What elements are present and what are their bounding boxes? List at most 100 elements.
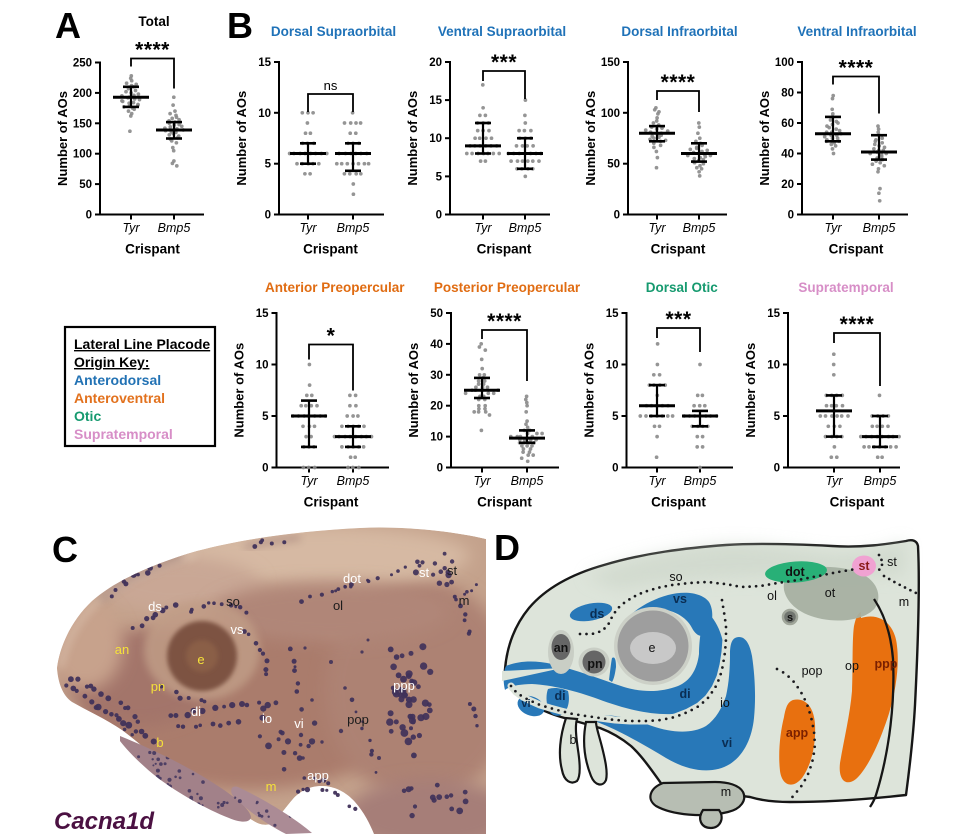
svg-text:ol: ol (333, 598, 343, 613)
svg-text:Bmp5: Bmp5 (337, 474, 370, 488)
svg-text:Tyr: Tyr (300, 474, 318, 488)
svg-text:Number of AOs: Number of AOs (582, 343, 597, 438)
svg-text:st: st (858, 559, 870, 573)
svg-text:Anterodorsal: Anterodorsal (74, 372, 161, 388)
svg-text:5: 5 (612, 411, 619, 423)
svg-text:0: 0 (86, 210, 92, 222)
svg-text:150: 150 (601, 57, 620, 69)
svg-text:Ventral Supraorbital: Ventral Supraorbital (438, 24, 566, 39)
svg-text:Tyr: Tyr (648, 474, 666, 488)
svg-text:app: app (786, 726, 809, 740)
svg-text:an: an (554, 641, 569, 655)
svg-text:b: b (570, 733, 577, 747)
svg-text:Bmp5: Bmp5 (158, 221, 191, 235)
svg-text:200: 200 (73, 88, 92, 100)
svg-text:Dorsal Otic: Dorsal Otic (646, 280, 719, 295)
svg-text:Tyr: Tyr (474, 221, 492, 235)
svg-text:so: so (226, 594, 240, 609)
svg-text:di: di (191, 704, 201, 719)
svg-text:0: 0 (614, 210, 620, 222)
svg-text:0: 0 (612, 463, 618, 475)
svg-text:****: **** (135, 39, 170, 62)
svg-text:Bmp5: Bmp5 (511, 474, 544, 488)
svg-text:di: di (554, 689, 565, 703)
svg-text:e: e (197, 652, 204, 667)
svg-text:Crispant: Crispant (477, 495, 532, 510)
svg-text:***: *** (665, 308, 691, 331)
svg-text:0: 0 (437, 463, 443, 475)
svg-text:Bmp5: Bmp5 (684, 474, 717, 488)
svg-text:s: s (787, 612, 793, 624)
svg-text:Bmp5: Bmp5 (337, 221, 370, 235)
svg-text:10: 10 (430, 432, 443, 444)
svg-text:Crispant: Crispant (829, 242, 884, 257)
svg-text:5: 5 (262, 411, 269, 423)
svg-text:Anteroventral: Anteroventral (74, 390, 165, 406)
svg-text:Tyr: Tyr (824, 221, 842, 235)
svg-text:Crispant: Crispant (830, 495, 885, 510)
svg-text:Number of AOs: Number of AOs (55, 91, 70, 186)
svg-text:di: di (679, 687, 690, 701)
svg-text:*: * (327, 325, 336, 348)
svg-text:Number of AOs: Number of AOs (406, 343, 421, 438)
svg-text:Supratemporal: Supratemporal (74, 426, 173, 442)
svg-text:Supratemporal: Supratemporal (798, 280, 893, 295)
svg-text:Lateral Line Placode: Lateral Line Placode (74, 336, 210, 352)
svg-text:vs: vs (673, 592, 687, 606)
svg-text:Bmp5: Bmp5 (864, 474, 897, 488)
svg-text:Bmp5: Bmp5 (509, 221, 542, 235)
svg-text:Origin Key:: Origin Key: (74, 354, 149, 370)
svg-text:30: 30 (430, 370, 443, 382)
svg-text:50: 50 (79, 179, 92, 191)
svg-text:Tyr: Tyr (648, 221, 666, 235)
svg-text:Anterior Preopercular: Anterior Preopercular (265, 280, 405, 295)
svg-text:app: app (307, 768, 329, 783)
svg-text:B: B (227, 5, 253, 46)
svg-text:Crispant: Crispant (125, 242, 180, 257)
svg-text:e: e (649, 641, 656, 655)
svg-text:10: 10 (606, 360, 619, 372)
svg-text:Number of AOs: Number of AOs (583, 91, 598, 186)
svg-text:ppp: ppp (393, 678, 415, 693)
svg-text:Tyr: Tyr (122, 221, 140, 235)
svg-text:Tyr: Tyr (825, 474, 843, 488)
svg-text:pop: pop (347, 712, 369, 727)
svg-text:10: 10 (767, 360, 780, 372)
svg-text:Number of AOs: Number of AOs (757, 91, 772, 186)
svg-text:15: 15 (256, 308, 269, 320)
svg-text:vs: vs (231, 622, 245, 637)
svg-text:so: so (669, 570, 682, 584)
svg-text:vi: vi (294, 716, 304, 731)
svg-text:****: **** (839, 57, 874, 80)
svg-text:st: st (447, 563, 458, 578)
svg-text:an: an (115, 642, 129, 657)
svg-text:C: C (52, 529, 78, 570)
svg-text:vi: vi (521, 698, 530, 710)
svg-text:D: D (494, 527, 520, 568)
svg-text:op: op (845, 659, 859, 673)
svg-text:40: 40 (781, 149, 794, 161)
svg-text:20: 20 (781, 179, 794, 191)
svg-text:10: 10 (256, 360, 269, 372)
svg-text:10: 10 (258, 108, 271, 120)
svg-text:15: 15 (767, 308, 780, 320)
svg-text:Crispant: Crispant (304, 495, 359, 510)
svg-text:ns: ns (324, 78, 338, 93)
svg-text:b: b (156, 735, 163, 750)
svg-text:20: 20 (430, 401, 443, 413)
svg-text:Dorsal Infraorbital: Dorsal Infraorbital (621, 24, 737, 39)
svg-text:***: *** (491, 51, 517, 74)
svg-text:Bmp5: Bmp5 (683, 221, 716, 235)
svg-text:80: 80 (781, 88, 794, 100)
svg-text:Number of AOs: Number of AOs (405, 91, 420, 186)
svg-text:m: m (899, 595, 909, 609)
svg-text:pop: pop (802, 664, 823, 678)
svg-text:A: A (55, 5, 81, 46)
svg-text:st: st (887, 555, 897, 569)
svg-text:0: 0 (265, 210, 271, 222)
svg-text:100: 100 (601, 108, 620, 120)
svg-text:Number of AOs: Number of AOs (234, 91, 249, 186)
svg-text:50: 50 (607, 159, 620, 171)
svg-text:ol: ol (767, 589, 777, 603)
svg-text:m: m (266, 779, 277, 794)
